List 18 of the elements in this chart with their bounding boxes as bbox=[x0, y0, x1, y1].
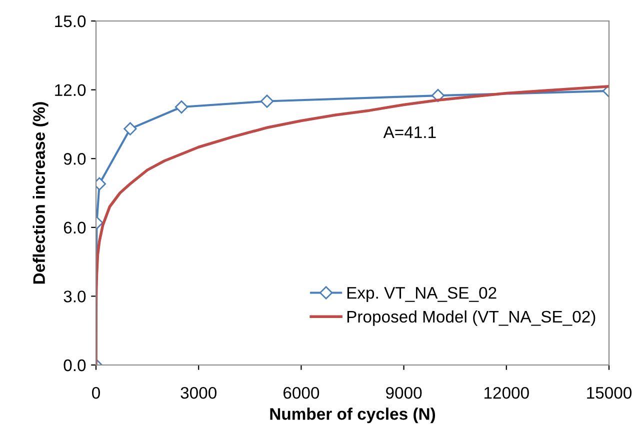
x-tick-label: 3000 bbox=[180, 386, 216, 399]
y-tick-label: 3.0 bbox=[64, 290, 86, 302]
x-tick-label: 6000 bbox=[284, 386, 320, 399]
x-tick-label: 9000 bbox=[386, 386, 422, 399]
y-axis-title: Deflection increase (%) bbox=[32, 102, 48, 284]
y-tick-label: 15.0 bbox=[55, 15, 86, 28]
legend-label: Exp. VT_NA_SE_02 bbox=[347, 286, 496, 302]
point bbox=[124, 122, 137, 136]
y-tick-label: 9.0 bbox=[64, 153, 86, 165]
annotation: A=41.1 bbox=[383, 126, 436, 138]
legend-label: Proposed Model (VT_NA_SE_02) bbox=[347, 310, 596, 326]
y-tick-label: 12.0 bbox=[55, 84, 86, 96]
x-tick-label: 12000 bbox=[484, 386, 529, 399]
y-tick-label: 0.0 bbox=[64, 359, 86, 372]
x-axis-title: Number of cycles (N) bbox=[270, 408, 436, 424]
x-tick-label: 0 bbox=[92, 386, 100, 399]
y-tick-label: 6.0 bbox=[64, 222, 86, 234]
x-tick-label: 15000 bbox=[587, 386, 632, 399]
